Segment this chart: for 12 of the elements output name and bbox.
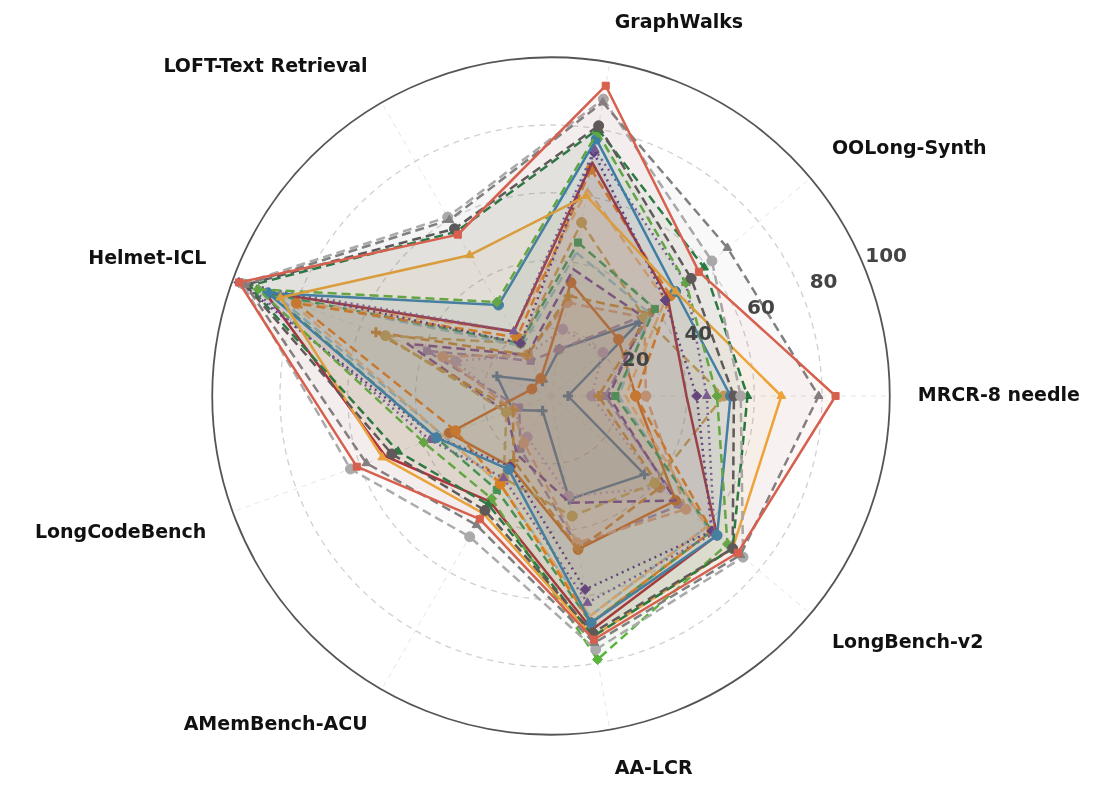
y-tick-label: 100 [865, 243, 908, 268]
spoke-label: Helmet-ICL [88, 246, 207, 269]
spoke-label: MRCR-8 needle [917, 382, 1080, 405]
spoke-label: AMemBench-ACU [183, 711, 368, 734]
spoke-label: LongBench-v2 [831, 630, 984, 653]
spoke-label: OOLong-Synth [831, 135, 987, 158]
spoke-label: LongCodeBench [34, 519, 207, 542]
y-tick-label: 80 [809, 269, 838, 294]
spoke-label: GraphWalks [614, 10, 744, 33]
spoke-label: AA-LCR [614, 755, 694, 778]
spoke-label: LOFT-Text Retrieval [163, 53, 368, 76]
y-tick-label: 60 [747, 295, 775, 320]
